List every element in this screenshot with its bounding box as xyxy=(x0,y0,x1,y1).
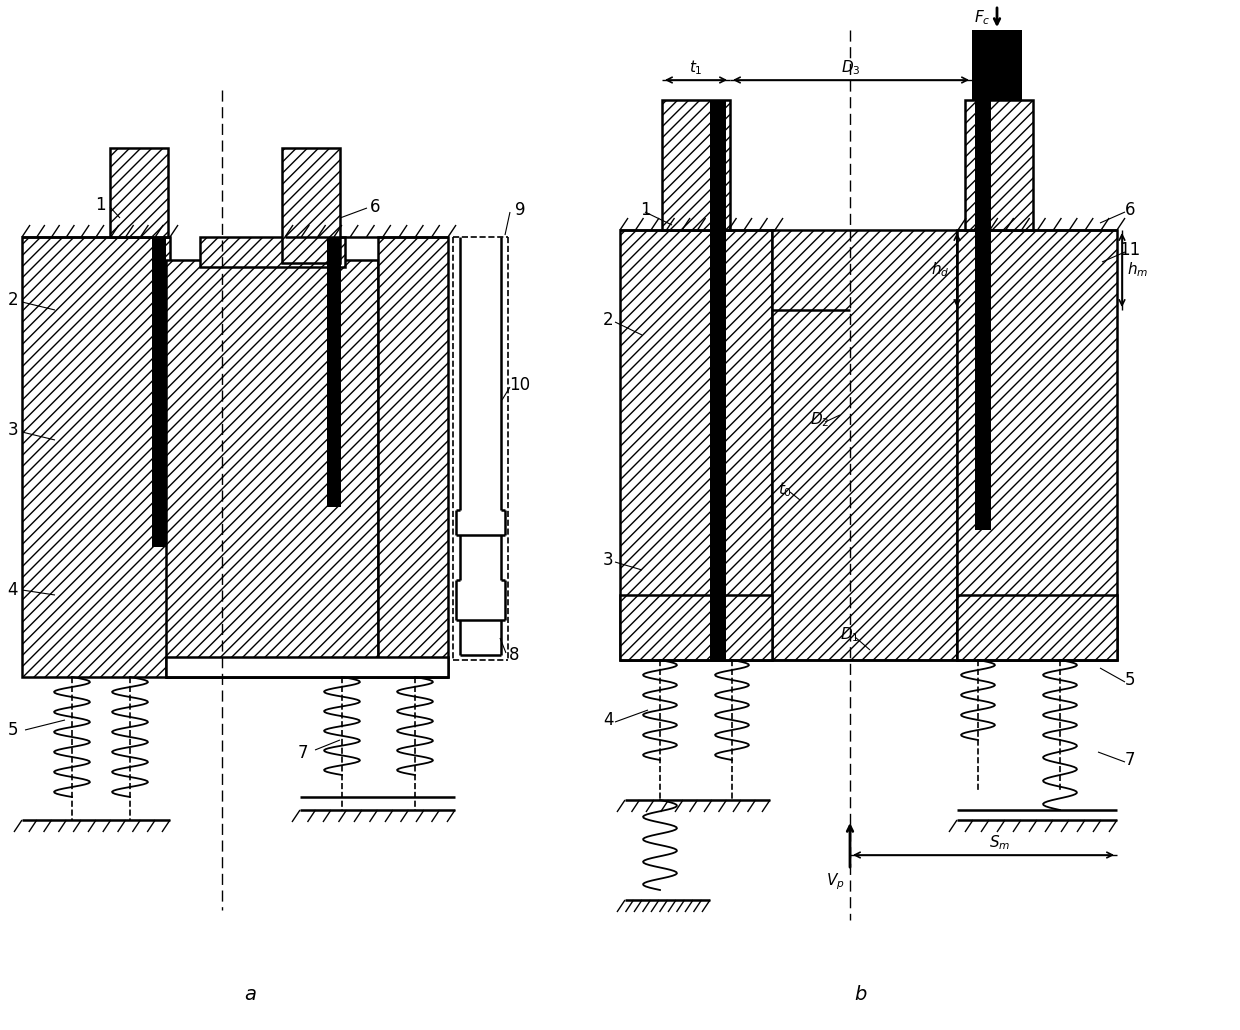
Bar xyxy=(773,230,957,660)
Text: $D_1$: $D_1$ xyxy=(841,625,859,645)
Text: 2: 2 xyxy=(603,311,614,329)
Text: $h_m$: $h_m$ xyxy=(1127,261,1148,279)
Text: 7: 7 xyxy=(1125,751,1136,769)
Text: 5: 5 xyxy=(7,721,19,739)
Text: $D_2$: $D_2$ xyxy=(810,411,830,430)
Bar xyxy=(620,595,773,660)
Bar xyxy=(110,148,167,237)
Text: 11: 11 xyxy=(1120,241,1141,259)
Bar xyxy=(378,237,448,677)
Text: 3: 3 xyxy=(7,421,19,439)
Text: a: a xyxy=(244,986,255,1004)
Bar xyxy=(327,237,341,342)
Bar xyxy=(711,100,725,660)
Bar xyxy=(153,237,166,547)
Bar xyxy=(975,100,991,530)
Text: $D_3$: $D_3$ xyxy=(841,59,861,77)
Text: 9: 9 xyxy=(515,201,526,219)
Bar xyxy=(957,595,1117,660)
Text: 4: 4 xyxy=(603,711,614,729)
Text: 6: 6 xyxy=(1125,201,1136,219)
Text: $F_c$: $F_c$ xyxy=(973,8,991,28)
Text: $V_p$: $V_p$ xyxy=(826,871,844,892)
Bar xyxy=(972,30,1022,100)
Text: 7: 7 xyxy=(298,744,309,762)
Text: 8: 8 xyxy=(508,646,520,664)
Text: 1: 1 xyxy=(640,201,650,219)
Bar xyxy=(200,237,345,267)
Bar xyxy=(281,148,340,263)
Bar xyxy=(965,100,1033,230)
Text: 3: 3 xyxy=(603,551,614,569)
Bar xyxy=(22,237,170,677)
Bar xyxy=(327,237,341,507)
Text: 5: 5 xyxy=(1125,671,1136,689)
Text: $h_d$: $h_d$ xyxy=(931,261,950,279)
Bar xyxy=(620,230,773,660)
Bar xyxy=(166,260,378,677)
Bar xyxy=(957,230,1117,660)
Bar xyxy=(662,100,730,230)
Text: 4: 4 xyxy=(7,581,19,599)
Text: $t_0$: $t_0$ xyxy=(777,481,792,500)
Text: 1: 1 xyxy=(94,196,105,214)
Bar xyxy=(166,657,448,677)
Text: $S_m$: $S_m$ xyxy=(990,833,1011,853)
Text: 2: 2 xyxy=(7,291,19,309)
Text: 6: 6 xyxy=(370,198,381,216)
Text: 10: 10 xyxy=(510,376,531,394)
Text: $t_1$: $t_1$ xyxy=(689,59,703,77)
Text: b: b xyxy=(854,986,867,1004)
